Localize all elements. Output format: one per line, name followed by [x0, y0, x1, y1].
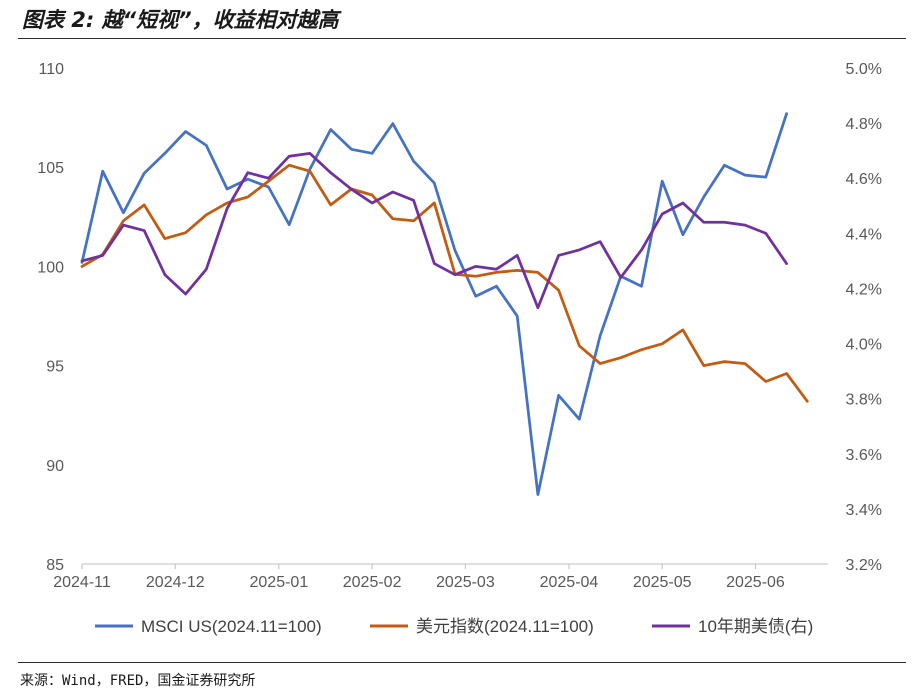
y2-tick-label: 4.8% [846, 116, 882, 133]
x-tick-label: 2025-04 [540, 574, 599, 591]
legend-label-2: 美元指数(2024.11=100) [416, 617, 594, 636]
title-bar: 图表 2: 越“短视”，收益相对越高 [0, 0, 914, 40]
y-tick-label: 95 [46, 359, 64, 376]
y-tick-label: 90 [46, 458, 64, 475]
x-tick-label: 2024-12 [146, 574, 205, 591]
x-tick-label: 2025-06 [726, 574, 785, 591]
x-tick-label: 2024-11 [53, 574, 111, 591]
y2-tick-label: 4.2% [846, 281, 882, 298]
line-chart: 2024-11 2024-12 2025-01 2025-02 2025-03 2025-… [37, 61, 882, 636]
y2-tick-label: 3.8% [846, 392, 882, 409]
y2-tick-label: 3.6% [846, 447, 882, 464]
figure-title: 图表 2: 越“短视”，收益相对越高 [22, 8, 339, 32]
y-tick-label: 105 [37, 160, 64, 177]
y2-tick-label: 4.0% [846, 337, 882, 354]
x-tick-label: 2025-05 [633, 574, 692, 591]
y2-tick-label: 4.6% [846, 171, 882, 188]
source-divider [18, 662, 906, 663]
legend-label-3: 10年期美债(右) [698, 617, 813, 636]
chart-legend: MSCI US(2024.11=100) 美元指数(2024.11=100) 10年… [95, 617, 813, 636]
y2-tick-label: 4.4% [846, 226, 882, 243]
source-note: 来源：Wind，FRED，国金证券研究所 [20, 673, 256, 689]
x-tick-label: 2025-01 [250, 574, 309, 591]
y-tick-label: 85 [46, 557, 64, 574]
x-tick-label: 2025-03 [436, 574, 495, 591]
y2-tick-label: 5.0% [846, 61, 882, 78]
series-line-3 [80, 152, 788, 310]
y2-tick-label: 3.2% [846, 557, 882, 574]
legend-label-1: MSCI US(2024.11=100) [141, 617, 322, 636]
series-layer [80, 112, 809, 496]
series-line-1 [80, 112, 788, 496]
y2-tick-label: 3.4% [846, 502, 882, 519]
chart-axes: 2024-11 2024-12 2025-01 2025-02 2025-03 2025-… [37, 61, 882, 591]
x-tick-label: 2025-02 [343, 574, 402, 591]
title-divider [18, 38, 906, 39]
y-tick-label: 110 [38, 61, 64, 78]
series-line-2 [80, 163, 809, 403]
y-tick-label: 100 [37, 259, 64, 276]
